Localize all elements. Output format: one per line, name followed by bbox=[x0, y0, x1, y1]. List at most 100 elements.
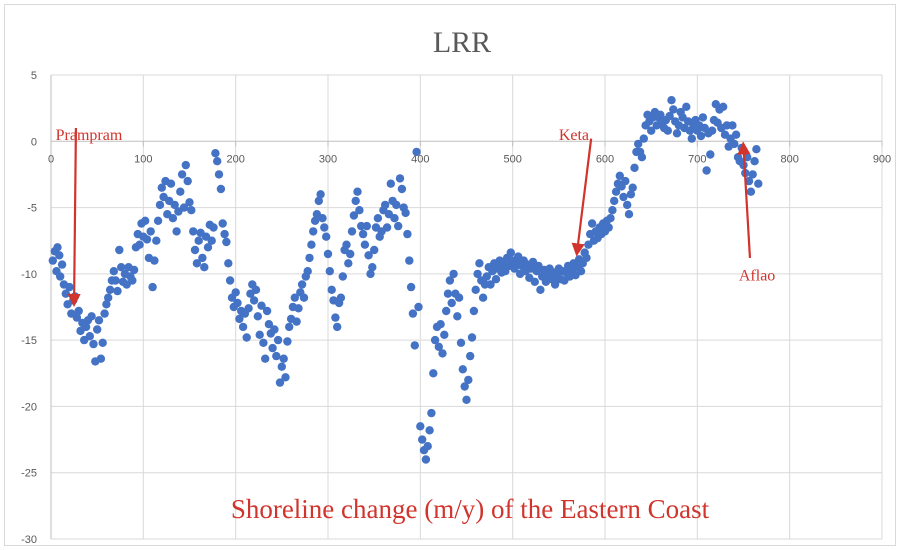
data-point bbox=[392, 200, 401, 210]
x-tick-label: 100 bbox=[134, 153, 152, 165]
data-point bbox=[55, 251, 64, 260]
data-point bbox=[639, 134, 648, 143]
data-point bbox=[752, 145, 761, 154]
data-point bbox=[530, 277, 539, 286]
data-point bbox=[746, 187, 756, 196]
data-point bbox=[360, 240, 370, 249]
data-point bbox=[416, 422, 425, 431]
data-point bbox=[203, 243, 213, 252]
data-point bbox=[259, 338, 268, 347]
data-point bbox=[423, 442, 432, 451]
data-point bbox=[264, 320, 274, 329]
data-point bbox=[410, 341, 419, 350]
data-point bbox=[624, 210, 634, 219]
data-point bbox=[190, 245, 200, 255]
data-point bbox=[754, 179, 763, 188]
data-point bbox=[475, 259, 484, 268]
data-point bbox=[634, 139, 643, 149]
data-point bbox=[628, 183, 637, 192]
data-point bbox=[421, 455, 431, 464]
data-point bbox=[368, 263, 377, 272]
data-point bbox=[394, 221, 403, 231]
data-point bbox=[74, 306, 83, 316]
data-point bbox=[270, 325, 279, 334]
data-point bbox=[327, 285, 336, 294]
data-point bbox=[185, 198, 194, 207]
data-point bbox=[582, 253, 591, 263]
x-tick-label: 0 bbox=[48, 153, 54, 165]
data-point bbox=[48, 256, 57, 265]
data-point bbox=[98, 338, 107, 347]
data-point bbox=[257, 301, 266, 310]
data-point bbox=[669, 105, 678, 114]
x-tick-label: 400 bbox=[411, 153, 429, 165]
data-point bbox=[294, 304, 303, 313]
data-point bbox=[606, 214, 615, 223]
y-tick-label: 5 bbox=[31, 70, 37, 82]
y-tick-labels: 5 0 -5 -10 -15 -20 -25 -30 bbox=[21, 70, 37, 546]
data-point bbox=[619, 192, 628, 202]
data-point bbox=[748, 170, 757, 179]
data-point bbox=[667, 96, 676, 105]
data-point bbox=[303, 267, 312, 276]
data-point bbox=[307, 240, 316, 249]
data-point bbox=[102, 300, 111, 309]
data-point bbox=[442, 306, 451, 316]
data-point bbox=[366, 269, 375, 279]
data-point bbox=[447, 298, 456, 308]
data-point bbox=[405, 256, 414, 265]
annotations: Prampram Keta Aflao bbox=[56, 127, 775, 307]
data-point bbox=[277, 362, 286, 371]
data-point bbox=[85, 332, 95, 341]
data-point bbox=[364, 251, 373, 260]
data-point bbox=[347, 227, 357, 236]
data-point bbox=[320, 223, 329, 232]
x-tick-label: 500 bbox=[503, 153, 521, 165]
data-point bbox=[177, 170, 187, 179]
data-point bbox=[386, 179, 395, 188]
data-point bbox=[466, 351, 475, 361]
data-point bbox=[425, 426, 434, 435]
data-point bbox=[93, 325, 102, 334]
data-point bbox=[242, 333, 251, 342]
data-point bbox=[434, 342, 443, 351]
y-tick-label: -20 bbox=[21, 401, 37, 413]
data-point bbox=[333, 322, 342, 332]
y-tick-label: -25 bbox=[21, 468, 37, 480]
data-point bbox=[467, 333, 477, 342]
data-point bbox=[72, 313, 82, 322]
data-point bbox=[382, 223, 392, 232]
data-point bbox=[253, 312, 262, 321]
data-point bbox=[111, 276, 120, 285]
data-point bbox=[370, 245, 379, 255]
annotation-arrow bbox=[571, 138, 593, 257]
data-point bbox=[611, 187, 621, 196]
data-point bbox=[626, 190, 636, 199]
data-point bbox=[454, 293, 464, 302]
data-point bbox=[445, 276, 455, 285]
data-point bbox=[728, 121, 737, 130]
data-point bbox=[135, 240, 144, 249]
data-point bbox=[225, 276, 235, 285]
data-point bbox=[482, 272, 491, 281]
data-point bbox=[198, 253, 207, 263]
data-point bbox=[412, 147, 421, 157]
data-point bbox=[336, 293, 346, 302]
data-point bbox=[358, 229, 368, 239]
data-point bbox=[414, 302, 423, 312]
data-point bbox=[406, 282, 416, 292]
data-point bbox=[491, 275, 501, 284]
data-point bbox=[469, 306, 479, 316]
annotation-label: Aflao bbox=[739, 267, 775, 284]
data-point bbox=[331, 313, 340, 322]
data-point bbox=[292, 317, 301, 326]
data-point bbox=[65, 282, 74, 292]
data-point bbox=[168, 214, 178, 223]
data-point bbox=[323, 249, 333, 259]
data-point bbox=[279, 354, 288, 363]
data-point bbox=[148, 282, 157, 292]
data-point bbox=[458, 365, 467, 374]
data-point bbox=[128, 276, 137, 285]
data-point bbox=[440, 330, 449, 339]
